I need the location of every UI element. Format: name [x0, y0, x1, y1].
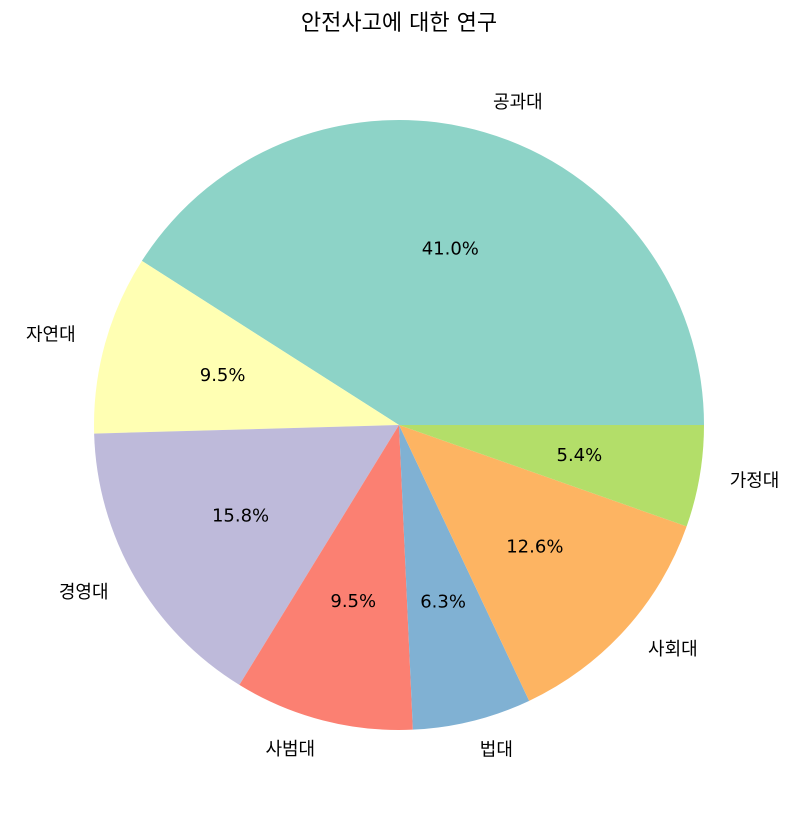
pie-slice	[94, 260, 399, 434]
slice-label: 법대	[480, 740, 513, 761]
pie-slice	[141, 119, 704, 425]
value-label: 41.0%	[422, 238, 479, 259]
pie-slice	[399, 425, 530, 730]
slice-label: 공과대	[493, 92, 543, 113]
value-label: 6.3%	[420, 592, 466, 613]
value-label: 12.6%	[506, 537, 563, 558]
value-label: 5.4%	[557, 445, 603, 466]
slice-label: 가정대	[730, 471, 780, 492]
value-label: 9.5%	[200, 365, 246, 386]
slice-label: 자연대	[26, 325, 76, 346]
pie-slice	[399, 425, 704, 527]
pie-slice	[399, 425, 687, 701]
slice-label: 사범대	[265, 739, 315, 760]
pie-slice	[94, 425, 399, 685]
value-label: 15.8%	[212, 506, 269, 527]
value-label: 9.5%	[330, 591, 376, 612]
chart-title: 안전사고에 대한 연구	[301, 11, 497, 36]
slice-label: 사회대	[648, 639, 698, 660]
pie-slice	[239, 425, 413, 730]
slice-label: 경영대	[59, 582, 109, 603]
